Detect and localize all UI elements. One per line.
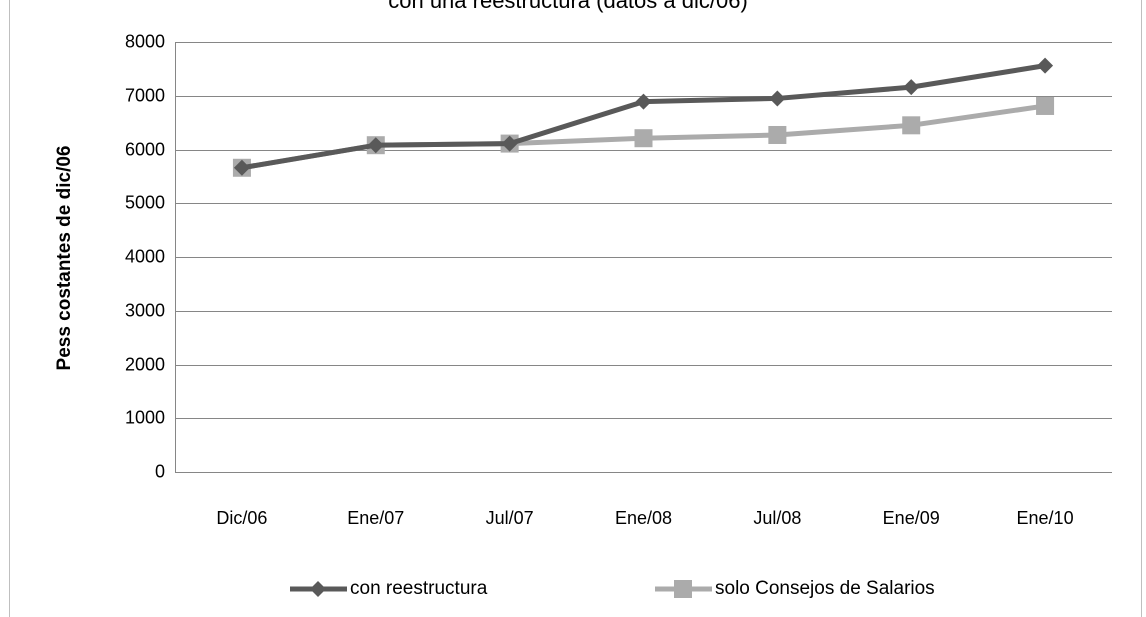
series-0-point-0: [233, 159, 250, 176]
series-1-point-3: [634, 129, 653, 148]
series-0-point-4: [769, 90, 786, 107]
x-tick-label-5: Ene/09: [883, 508, 940, 528]
series-group: [232, 57, 1055, 177]
y-axis-ticks: 0 1000 2000 3000 4000 5000 6000 7000 8000: [125, 31, 165, 481]
series-0: [233, 57, 1054, 176]
legend: con reestructura solo Consejos de Salario…: [290, 578, 935, 599]
series-1-point-4: [768, 125, 787, 144]
series-0-point-1: [367, 137, 384, 154]
y-tick-label-2000: 2000: [125, 354, 165, 374]
x-tick-label-1: Ene/07: [347, 508, 404, 528]
x-tick-label-0: Dic/06: [216, 508, 267, 528]
y-tick-label-4000: 4000: [125, 246, 165, 266]
series-0-point-6: [1037, 57, 1054, 74]
legend-label-1: solo Consejos de Salarios: [715, 578, 935, 599]
x-tick-label-6: Ene/10: [1017, 508, 1074, 528]
y-tick-label-5000: 5000: [125, 192, 165, 212]
y-axis-label: Pess costantes de dic/06: [54, 146, 75, 371]
legend-marker-1: [674, 580, 692, 598]
x-tick-label-2: Jul/07: [486, 508, 534, 528]
x-axis-ticks: Dic/06 Ene/07 Jul/07 Ene/08 Jul/08 Ene/09 Ene/…: [216, 508, 1073, 528]
y-tick-label-7000: 7000: [125, 85, 165, 105]
x-tick-label-3: Ene/08: [615, 508, 672, 528]
series-0-point-2: [501, 135, 518, 152]
x-tick-label-4: Jul/08: [753, 508, 801, 528]
y-tick-label-3000: 3000: [125, 300, 165, 320]
y-tick-label-6000: 6000: [125, 139, 165, 159]
legend-marker-0: [310, 581, 326, 597]
y-tick-label-0: 0: [155, 461, 165, 481]
series-1-point-6: [1036, 96, 1055, 115]
legend-label-0: con reestructura: [350, 578, 488, 599]
grid-lines: [175, 42, 1112, 473]
series-0-point-3: [635, 93, 652, 110]
chart-title: con una reestructura (datos a dic/06): [388, 0, 748, 13]
series-0-point-5: [903, 79, 920, 96]
y-tick-label-8000: 8000: [125, 31, 165, 51]
y-tick-label-1000: 1000: [125, 407, 165, 427]
series-1-point-5: [902, 116, 921, 135]
